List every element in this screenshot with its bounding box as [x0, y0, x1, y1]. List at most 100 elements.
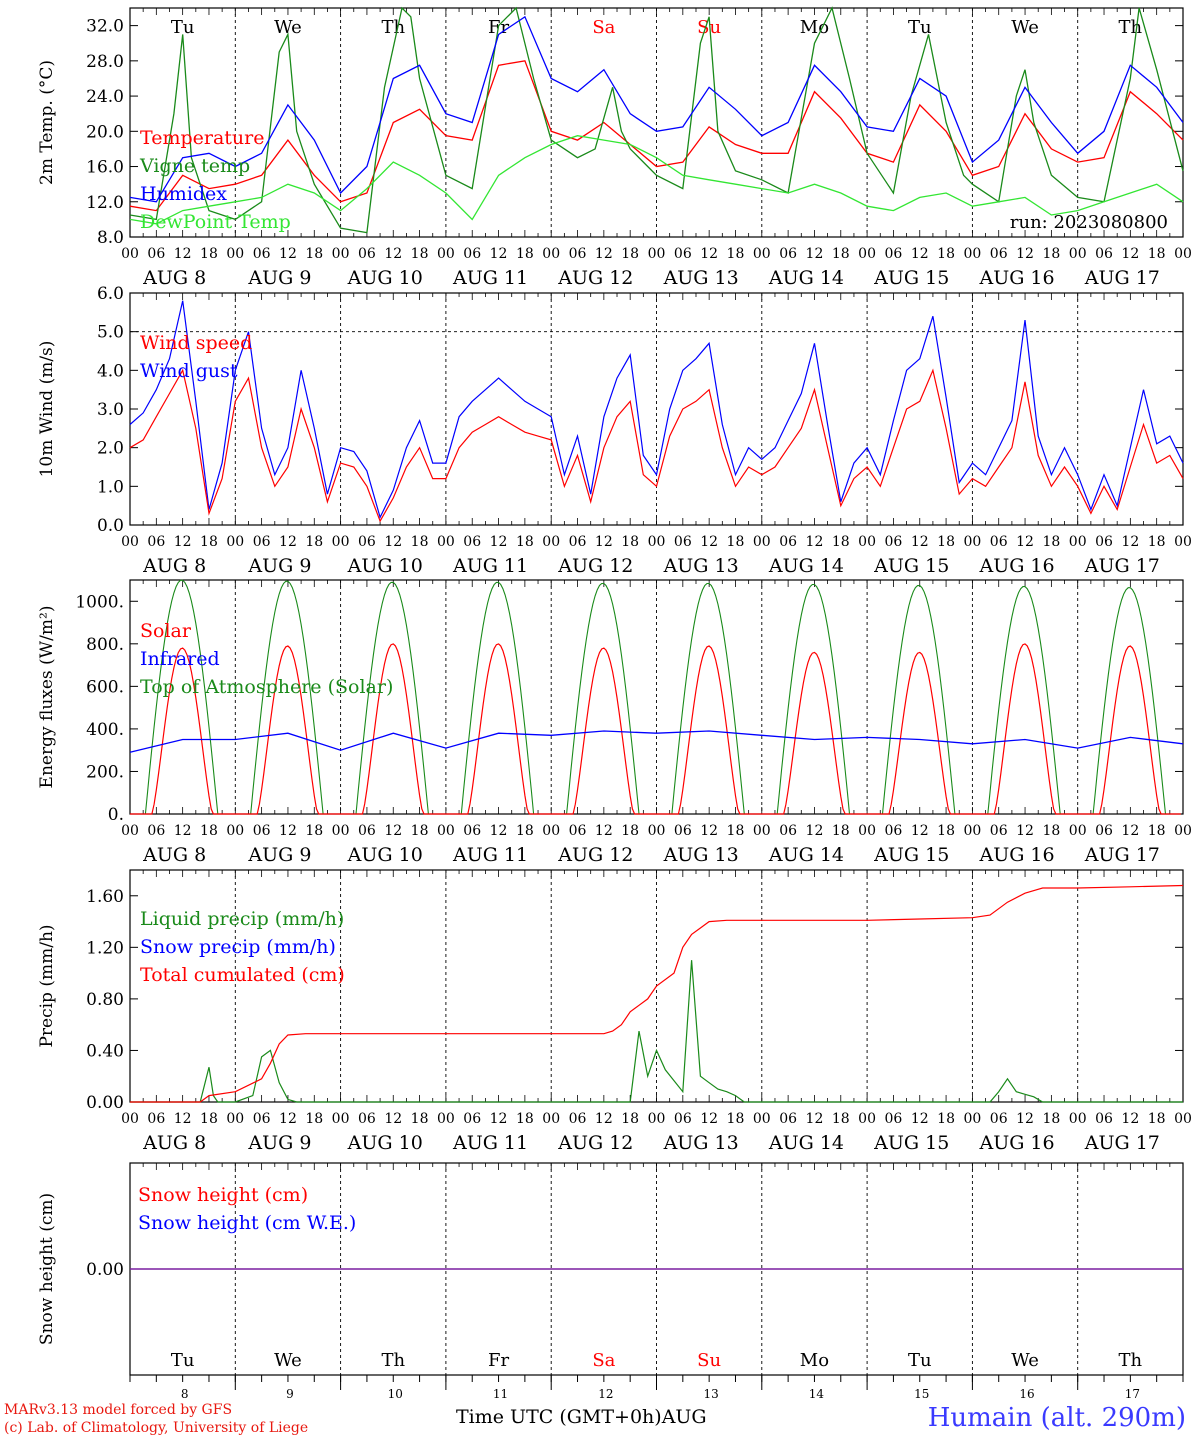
hour-label: 06: [990, 246, 1008, 262]
hour-label: 00: [963, 823, 981, 839]
hour-label: 00: [1069, 534, 1087, 550]
hour-label: 12: [595, 534, 613, 550]
hour-label: 06: [1095, 1111, 1113, 1127]
y-tick-label: 3.0: [97, 400, 124, 420]
y-tick-label: 1000.: [75, 592, 124, 612]
y-axis-label: Precip (mm/h): [37, 924, 57, 1047]
hour-label: 18: [305, 246, 323, 262]
station-name: Humain (alt. 290m): [927, 1403, 1186, 1433]
hour-label: 12: [490, 534, 508, 550]
hour-label: 00: [542, 534, 560, 550]
hour-label: 12: [595, 1111, 613, 1127]
day-label: AUG 17: [1084, 555, 1160, 577]
panel-1: 8.0 12.0 16.0 20.0 24.0 28.0 32.0 2m Temp. (°C)…: [37, 6, 1192, 289]
hour-label: 12: [174, 823, 192, 839]
hour-label: 18: [832, 823, 850, 839]
weekday-label: We: [274, 1350, 302, 1371]
hour-label: 12: [806, 823, 824, 839]
y-tick-label: 24.0: [86, 87, 124, 107]
day-label: AUG 10: [347, 1132, 423, 1154]
hour-label: 06: [358, 1111, 376, 1127]
weekday-label: We: [274, 17, 302, 38]
day-number: 15: [914, 1387, 929, 1401]
weekday-label: Sa: [592, 17, 615, 38]
day-label: AUG 13: [663, 555, 739, 577]
y-tick-label: 1.0: [97, 477, 124, 497]
infrared-line: [129, 730, 1184, 753]
hour-label: 12: [911, 823, 929, 839]
hour-label: 00: [437, 823, 455, 839]
hour-label: 00: [963, 246, 981, 262]
day-label: AUG 9: [247, 1132, 311, 1154]
y-tick-label: 32.0: [86, 17, 124, 37]
legend-entry: Top of Atmosphere (Solar): [140, 676, 393, 698]
day-label: AUG 14: [768, 844, 844, 866]
hour-label: 18: [516, 1111, 534, 1127]
hour-label: 06: [885, 534, 903, 550]
hour-label: 06: [674, 823, 692, 839]
solar-line: [130, 643, 1181, 815]
hour-label: 18: [832, 1111, 850, 1127]
weekday-label: Th: [381, 17, 405, 38]
day-label: AUG 14: [768, 267, 844, 289]
hour-label: 12: [806, 1111, 824, 1127]
hour-label: 06: [569, 246, 587, 262]
hour-label: 00: [121, 246, 139, 262]
hour-label: 00: [963, 1111, 981, 1127]
weekday-label: Th: [1119, 17, 1143, 38]
hour-label: 06: [885, 1111, 903, 1127]
legend-entry: Vigne temp: [139, 155, 250, 177]
hour-label: 00: [332, 823, 350, 839]
hour-label: 00: [226, 823, 244, 839]
weekday-label: Fr: [488, 1350, 509, 1371]
day-label: AUG 8: [142, 844, 206, 866]
day-label: AUG 10: [347, 844, 423, 866]
hour-label: 18: [727, 534, 745, 550]
hour-label: 18: [832, 534, 850, 550]
y-axis-label: 2m Temp. (°C): [37, 60, 57, 185]
hour-label: 18: [516, 534, 534, 550]
hour-label: 06: [253, 823, 271, 839]
legend-entry: DewPoint Temp: [140, 211, 291, 233]
y-tick-label: 12.0: [86, 193, 124, 213]
hour-label: 18: [200, 1111, 218, 1127]
hour-label: 12: [279, 823, 297, 839]
hour-label: 12: [1016, 1111, 1034, 1127]
day-number: 11: [493, 1387, 508, 1401]
hour-label: 12: [174, 534, 192, 550]
lab-credit: (c) Lab. of Climatology, University of L…: [4, 1420, 309, 1436]
day-label: AUG 17: [1084, 844, 1160, 866]
hour-label: 12: [700, 246, 718, 262]
hour-label: 00: [1069, 246, 1087, 262]
hour-label: 12: [174, 246, 192, 262]
hour-label: 06: [779, 1111, 797, 1127]
hour-label: 00: [332, 1111, 350, 1127]
day-label: AUG 15: [873, 267, 949, 289]
hour-label: 00: [542, 823, 560, 839]
y-tick-label: 0.00: [86, 1260, 124, 1280]
hour-label: 12: [1121, 1111, 1139, 1127]
y-tick-label: 20.0: [86, 122, 124, 142]
hour-label: 18: [621, 1111, 639, 1127]
hour-label: 00: [648, 534, 666, 550]
hour-label: 18: [200, 534, 218, 550]
hour-label: 18: [1042, 823, 1060, 839]
hour-label: 18: [1042, 534, 1060, 550]
hour-label: 18: [937, 246, 955, 262]
series-line: [129, 15, 1184, 203]
hour-label: 00: [121, 1111, 139, 1127]
hour-label: 12: [490, 1111, 508, 1127]
day-label: AUG 11: [452, 1132, 528, 1154]
hour-label: 06: [358, 246, 376, 262]
hour-label: 18: [727, 1111, 745, 1127]
hour-label: 06: [147, 534, 165, 550]
day-label: AUG 16: [978, 267, 1054, 289]
y-tick-label: 0.: [108, 805, 124, 825]
y-tick-label: 0.80: [86, 990, 124, 1010]
hour-label: 00: [226, 1111, 244, 1127]
day-label: AUG 12: [557, 267, 633, 289]
hour-label: 12: [1121, 823, 1139, 839]
y-tick-label: 1.20: [86, 938, 124, 958]
hour-label: 12: [1121, 534, 1139, 550]
